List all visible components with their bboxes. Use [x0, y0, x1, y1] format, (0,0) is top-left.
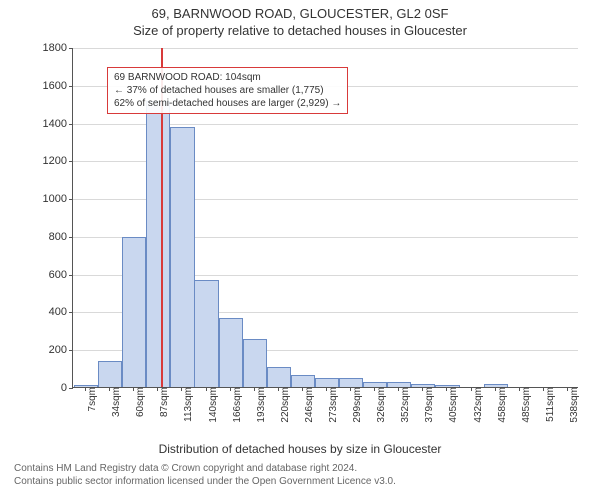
x-tick-mark — [206, 387, 207, 391]
x-tick-label: 34sqm — [111, 387, 122, 417]
footer-line-2: Contains public sector information licen… — [14, 475, 586, 488]
x-tick-mark — [85, 387, 86, 391]
annotation-line-0: 69 BARNWOOD ROAD: 104sqm — [114, 71, 341, 84]
x-tick-mark — [519, 387, 520, 391]
histogram-bar — [170, 127, 194, 387]
histogram-bar — [315, 378, 339, 387]
x-tick-label: 193sqm — [256, 387, 267, 423]
y-tick-label: 1200 — [43, 155, 67, 167]
x-tick-label: 113sqm — [183, 387, 194, 422]
chart-titles: 69, BARNWOOD ROAD, GLOUCESTER, GL2 0SF S… — [0, 0, 600, 38]
x-axis-label: Distribution of detached houses by size … — [0, 442, 600, 456]
histogram-bar — [98, 361, 122, 387]
y-tick-mark — [69, 48, 73, 49]
y-tick-mark — [69, 161, 73, 162]
y-tick-mark — [69, 350, 73, 351]
x-tick-label: 299sqm — [352, 387, 363, 423]
histogram-bar — [219, 318, 243, 387]
y-tick-mark — [69, 275, 73, 276]
x-tick-mark — [254, 387, 255, 391]
x-tick-label: 87sqm — [159, 387, 170, 417]
x-tick-label: 538sqm — [569, 387, 580, 423]
y-tick-label: 600 — [49, 269, 67, 281]
y-tick-label: 1600 — [43, 80, 67, 92]
y-tick-label: 800 — [49, 231, 67, 243]
annotation-line-2: 62% of semi-detached houses are larger (… — [114, 97, 341, 110]
histogram-bar — [267, 367, 291, 387]
y-tick-mark — [69, 124, 73, 125]
y-tick-label: 0 — [61, 382, 67, 394]
y-tick-mark — [69, 199, 73, 200]
x-tick-label: 405sqm — [448, 387, 459, 423]
x-tick-label: 140sqm — [208, 387, 219, 423]
y-tick-label: 1000 — [43, 193, 67, 205]
x-tick-mark — [302, 387, 303, 391]
chart-area: Number of detached properties 0200400600… — [10, 44, 588, 394]
x-tick-label: 458sqm — [497, 387, 508, 423]
chart-title-subtitle: Size of property relative to detached ho… — [0, 23, 600, 38]
x-tick-label: 511sqm — [545, 387, 556, 422]
x-tick-mark — [471, 387, 472, 391]
x-tick-mark — [543, 387, 544, 391]
y-tick-mark — [69, 86, 73, 87]
x-tick-mark — [278, 387, 279, 391]
y-tick-label: 200 — [49, 344, 67, 356]
annotation-box: 69 BARNWOOD ROAD: 104sqm← 37% of detache… — [107, 67, 348, 114]
annotation-line-1: ← 37% of detached houses are smaller (1,… — [114, 84, 341, 97]
x-tick-label: 60sqm — [135, 387, 146, 417]
x-tick-mark — [230, 387, 231, 391]
y-tick-label: 400 — [49, 306, 67, 318]
y-tick-mark — [69, 237, 73, 238]
y-tick-mark — [69, 388, 73, 389]
x-tick-label: 432sqm — [473, 387, 484, 423]
chart-footer: Contains HM Land Registry data © Crown c… — [0, 462, 600, 488]
x-tick-label: 326sqm — [376, 387, 387, 423]
x-tick-label: 273sqm — [328, 387, 339, 423]
x-tick-label: 379sqm — [424, 387, 435, 423]
y-tick-label: 1800 — [43, 42, 67, 54]
x-tick-mark — [567, 387, 568, 391]
x-tick-label: 7sqm — [87, 387, 98, 411]
gridline — [73, 48, 578, 49]
x-tick-label: 485sqm — [521, 387, 532, 423]
histogram-bar — [339, 378, 363, 387]
x-tick-mark — [495, 387, 496, 391]
histogram-bar — [146, 101, 170, 387]
histogram-bar — [243, 339, 267, 387]
x-tick-mark — [350, 387, 351, 391]
histogram-bar — [122, 237, 146, 387]
x-tick-mark — [109, 387, 110, 391]
y-tick-label: 1400 — [43, 118, 67, 130]
x-tick-label: 220sqm — [280, 387, 291, 423]
x-tick-label: 352sqm — [400, 387, 411, 423]
chart-title-address: 69, BARNWOOD ROAD, GLOUCESTER, GL2 0SF — [0, 6, 600, 21]
x-tick-label: 166sqm — [232, 387, 243, 423]
plot-area: 0200400600800100012001400160018007sqm34s… — [72, 48, 578, 388]
x-tick-label: 246sqm — [304, 387, 315, 423]
x-tick-mark — [326, 387, 327, 391]
y-tick-mark — [69, 312, 73, 313]
histogram-bar — [291, 375, 315, 387]
footer-line-1: Contains HM Land Registry data © Crown c… — [14, 462, 586, 475]
histogram-bar — [194, 280, 218, 387]
